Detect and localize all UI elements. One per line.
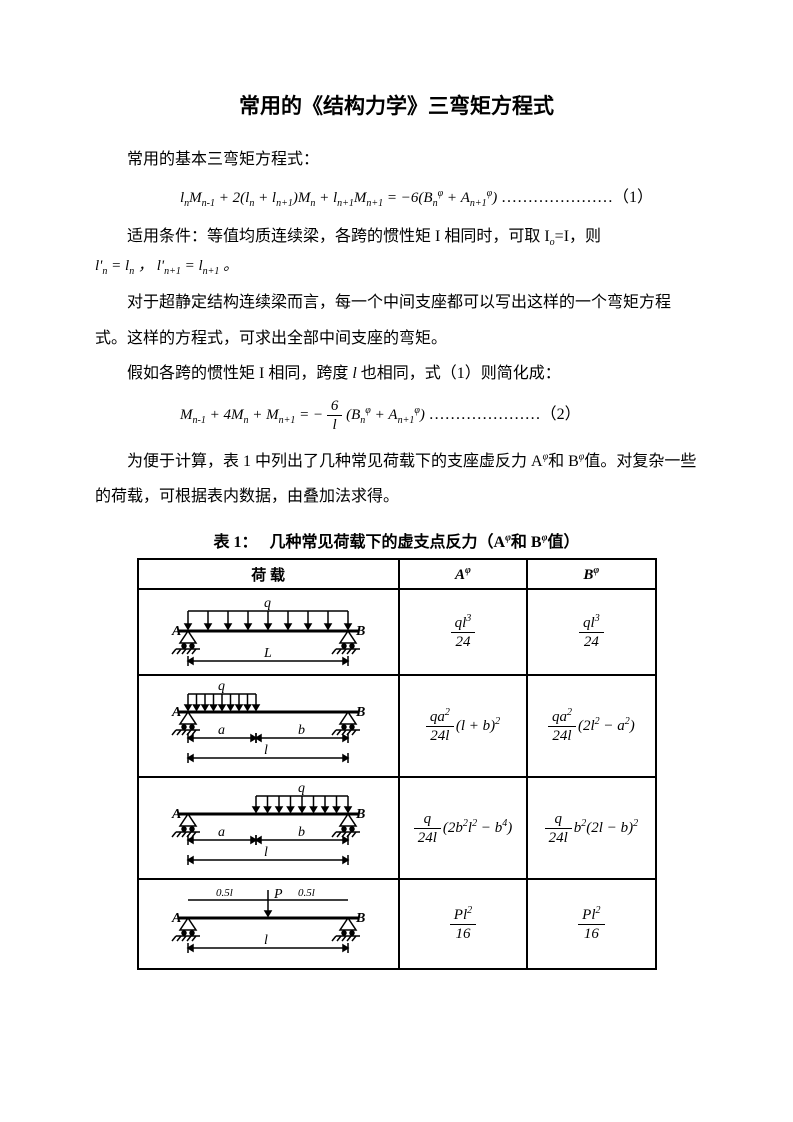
svg-text:0.5l: 0.5l <box>298 887 315 899</box>
table-caption: 表 1： 几种常见荷载下的虚支点反力（Aφ和 Bφ值） <box>95 528 698 552</box>
svg-text:B: B <box>355 911 365 926</box>
para-1: 常用的基本三弯矩方程式： <box>95 142 698 177</box>
value-A: qa224l(l + b)2 <box>399 675 527 777</box>
table-row: q A B a b l qa224l(l + b)2 qa224l(2l2 − … <box>138 675 656 777</box>
page-title: 常用的《结构力学》三弯矩方程式 <box>95 90 698 120</box>
value-A: Pl216 <box>399 879 527 969</box>
table-row: P 0.5l 0.5l A B l Pl216 Pl216 <box>138 879 656 969</box>
svg-text:q: q <box>264 596 271 611</box>
load-diagram: P 0.5l 0.5l A B l <box>138 879 399 969</box>
load-diagram: q A B a b l <box>138 777 399 879</box>
svg-text:B: B <box>355 624 365 639</box>
table-row: q A B L ql324 ql324 <box>138 589 656 675</box>
svg-text:B: B <box>355 807 365 822</box>
value-B: q24lb2(2l − b)2 <box>527 777 655 879</box>
col-load: 荷 载 <box>138 559 399 589</box>
value-B: ql324 <box>527 589 655 675</box>
para-3: 对于超静定结构连续梁而言，每一个中间支座都可以写出这样的一个弯矩方程式。这样的方… <box>95 285 698 355</box>
svg-text:B: B <box>355 705 365 720</box>
load-diagram: q A B L <box>138 589 399 675</box>
svg-text:L: L <box>263 646 272 661</box>
svg-text:a: a <box>218 723 225 738</box>
svg-text:A: A <box>171 807 181 822</box>
svg-text:l: l <box>264 845 268 860</box>
load-diagram: q A B a b l <box>138 675 399 777</box>
reactions-table: 荷 载 Aφ Bφ q A <box>137 558 657 970</box>
svg-text:l: l <box>264 743 268 758</box>
svg-text:A: A <box>171 705 181 720</box>
svg-text:0.5l: 0.5l <box>216 887 233 899</box>
svg-text:l: l <box>264 933 268 948</box>
svg-text:b: b <box>298 825 305 840</box>
value-A: q24l(2b2l2 − b4) <box>399 777 527 879</box>
table-row: q A B a b l q24l(2b2l2 − b4) q24lb2(2l −… <box>138 777 656 879</box>
svg-text:A: A <box>171 911 181 926</box>
svg-text:a: a <box>218 825 225 840</box>
value-A: ql324 <box>399 589 527 675</box>
para-2: 适用条件：等值均质连续梁，各跨的惯性矩 I 相同时，可取 Io=I，则 <box>95 219 698 254</box>
svg-text:b: b <box>298 723 305 738</box>
col-A: Aφ <box>399 559 527 589</box>
col-B: Bφ <box>527 559 655 589</box>
para-5: 为便于计算，表 1 中列出了几种常见荷载下的支座虚反力 Aφ和 Bφ值。对复杂一… <box>95 444 698 514</box>
equation-1: lnMn-1 + 2(ln + ln+1)Mn + ln+1Mn+1 = −6(… <box>180 183 698 209</box>
value-B: Pl216 <box>527 879 655 969</box>
value-B: qa224l(2l2 − a2) <box>527 675 655 777</box>
equation-2: Mn-1 + 4Mn + Mn+1 = − 6l (Bnφ + An+1φ) …… <box>180 397 698 434</box>
svg-text:q: q <box>298 781 305 796</box>
para-4: 假如各跨的惯性矩 I 相同，跨度 l 也相同，式（1）则简化成： <box>95 356 698 391</box>
svg-text:q: q <box>218 679 225 694</box>
svg-text:A: A <box>171 624 181 639</box>
para-2b: l'n = ln ， l'n+1 = ln+1 。 <box>95 254 698 277</box>
